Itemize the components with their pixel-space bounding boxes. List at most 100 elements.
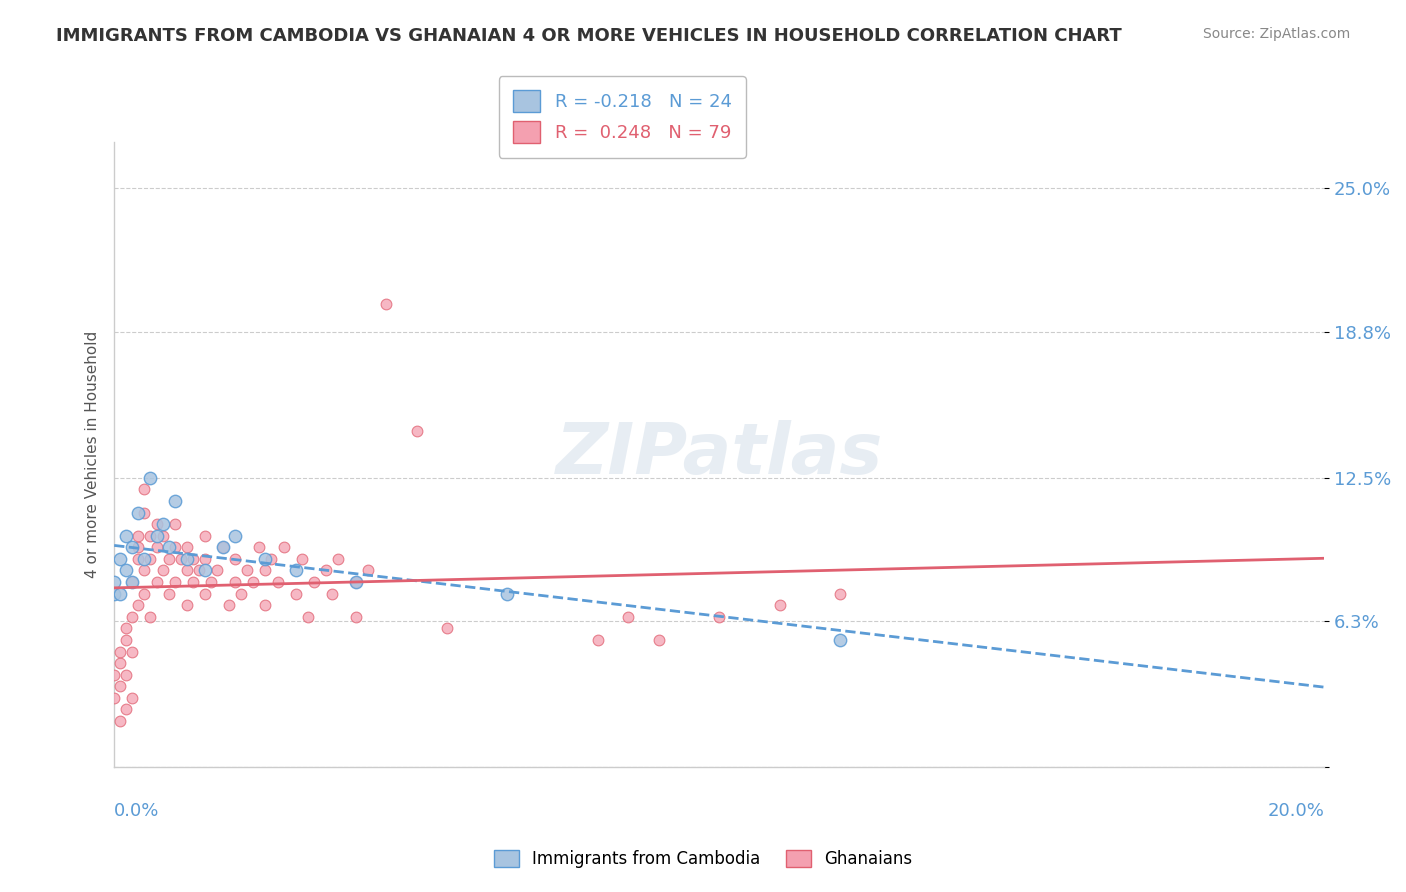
- Point: [157, 541, 180, 555]
- Point: [110, 552, 132, 566]
- Point: [170, 552, 193, 566]
- Point: [163, 574, 186, 589]
- Point: [586, 632, 609, 647]
- Legend: R = -0.218   N = 24, R =  0.248   N = 79: R = -0.218 N = 24, R = 0.248 N = 79: [499, 76, 747, 158]
- Point: [617, 609, 640, 624]
- Point: [157, 552, 180, 566]
- Point: [103, 574, 125, 589]
- Point: [121, 574, 143, 589]
- Text: IMMIGRANTS FROM CAMBODIA VS GHANAIAN 4 OR MORE VEHICLES IN HOUSEHOLD CORRELATION: IMMIGRANTS FROM CAMBODIA VS GHANAIAN 4 O…: [56, 27, 1122, 45]
- Point: [134, 586, 156, 600]
- Point: [110, 644, 132, 658]
- Point: [152, 564, 174, 578]
- Point: [110, 679, 132, 693]
- Point: [163, 541, 186, 555]
- Point: [176, 541, 198, 555]
- Point: [121, 609, 143, 624]
- Point: [121, 541, 143, 555]
- Point: [218, 598, 240, 612]
- Point: [236, 564, 259, 578]
- Point: [830, 586, 852, 600]
- Point: [194, 564, 217, 578]
- Point: [212, 541, 235, 555]
- Point: [152, 529, 174, 543]
- Point: [127, 552, 149, 566]
- Point: [436, 621, 458, 635]
- Point: [357, 564, 380, 578]
- Point: [247, 541, 270, 555]
- Point: [121, 690, 143, 705]
- Point: [139, 529, 162, 543]
- Point: [110, 586, 132, 600]
- Point: [139, 471, 162, 485]
- Point: [242, 574, 264, 589]
- Point: [145, 517, 167, 532]
- Point: [212, 541, 235, 555]
- Legend: Immigrants from Cambodia, Ghanaians: Immigrants from Cambodia, Ghanaians: [488, 843, 918, 875]
- Point: [254, 552, 277, 566]
- Point: [103, 667, 125, 681]
- Point: [284, 564, 307, 578]
- Point: [115, 564, 138, 578]
- Point: [115, 667, 138, 681]
- Point: [110, 714, 132, 728]
- Point: [134, 564, 156, 578]
- Point: [200, 574, 222, 589]
- Point: [139, 552, 162, 566]
- Point: [205, 564, 228, 578]
- Point: [321, 586, 343, 600]
- Text: 20.0%: 20.0%: [1267, 802, 1324, 820]
- Text: Source: ZipAtlas.com: Source: ZipAtlas.com: [1202, 27, 1350, 41]
- Point: [127, 529, 149, 543]
- Point: [344, 574, 367, 589]
- Point: [103, 586, 125, 600]
- Point: [405, 425, 427, 439]
- Point: [181, 552, 204, 566]
- Point: [224, 574, 246, 589]
- Point: [375, 297, 398, 311]
- Point: [224, 529, 246, 543]
- Point: [254, 598, 277, 612]
- Point: [297, 609, 319, 624]
- Point: [302, 574, 325, 589]
- Point: [707, 609, 730, 624]
- Point: [768, 598, 790, 612]
- Point: [344, 609, 367, 624]
- Point: [163, 517, 186, 532]
- Point: [127, 541, 149, 555]
- Point: [326, 552, 349, 566]
- Point: [194, 552, 217, 566]
- Point: [163, 494, 186, 508]
- Point: [134, 552, 156, 566]
- Point: [266, 574, 288, 589]
- Point: [121, 574, 143, 589]
- Point: [181, 574, 204, 589]
- Point: [115, 529, 138, 543]
- Point: [127, 598, 149, 612]
- Point: [187, 564, 209, 578]
- Point: [152, 517, 174, 532]
- Point: [176, 598, 198, 612]
- Text: 0.0%: 0.0%: [114, 802, 159, 820]
- Text: ZIPatlas: ZIPatlas: [555, 420, 883, 489]
- Point: [194, 586, 217, 600]
- Point: [157, 586, 180, 600]
- Point: [134, 506, 156, 520]
- Point: [315, 564, 337, 578]
- Point: [103, 690, 125, 705]
- Point: [176, 564, 198, 578]
- Point: [194, 529, 217, 543]
- Point: [176, 552, 198, 566]
- Point: [121, 644, 143, 658]
- Point: [145, 541, 167, 555]
- Point: [231, 586, 253, 600]
- Point: [284, 586, 307, 600]
- Point: [115, 702, 138, 716]
- Point: [139, 609, 162, 624]
- Point: [496, 586, 519, 600]
- Point: [260, 552, 283, 566]
- Point: [115, 621, 138, 635]
- Point: [115, 632, 138, 647]
- Point: [224, 552, 246, 566]
- Point: [647, 632, 669, 647]
